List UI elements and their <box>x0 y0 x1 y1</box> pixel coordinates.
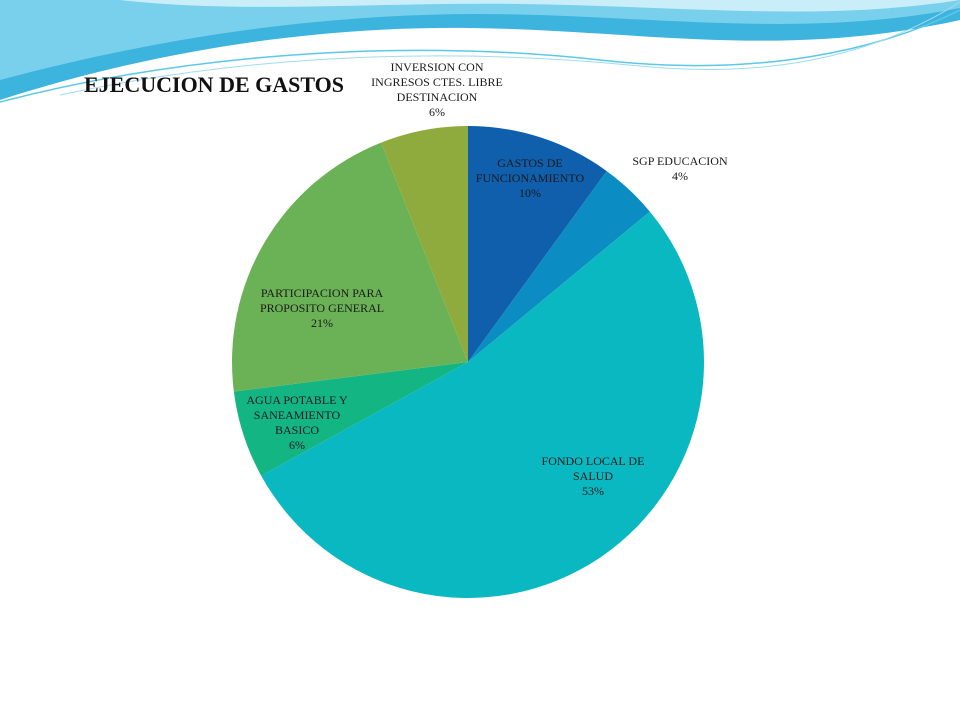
swoosh-line <box>0 9 960 103</box>
pie-slice <box>468 126 607 362</box>
slice-label-name: FONDO LOCAL DE SALUD <box>541 454 645 483</box>
pie-slice <box>261 211 705 598</box>
swoosh-band-mid <box>0 0 960 80</box>
slice-label-percent: 4% <box>672 169 688 183</box>
slice-label-name: INVERSION CON INGRESOS CTES. LIBRE DESTI… <box>371 60 503 104</box>
slice-label-name: PARTICIPACION PARA PROPOSITO GENERAL <box>259 286 385 315</box>
slice-label-name: SGP EDUCACION <box>632 154 728 168</box>
pie-slice <box>468 171 650 362</box>
header-swoosh-decoration <box>0 0 960 103</box>
slice-label-percent: 10% <box>519 186 541 200</box>
swoosh-line-2 <box>59 1 960 96</box>
pie-slice <box>233 362 468 476</box>
slice-label-percent: 21% <box>311 316 333 330</box>
pie-slice <box>381 126 468 362</box>
slice-label-name: GASTOS DE FUNCIONAMIENTO <box>475 156 585 185</box>
slice-label: FONDO LOCAL DE SALUD 53% <box>523 454 663 499</box>
swoosh-band-light <box>120 0 960 12</box>
slice-label: SGP EDUCACION 4% <box>620 154 740 184</box>
slice-label: PARTICIPACION PARA PROPOSITO GENERAL 21% <box>242 286 402 331</box>
slice-label: AGUA POTABLE Y SANEAMIENTO BASICO 6% <box>232 393 362 453</box>
slice-label-name: AGUA POTABLE Y SANEAMIENTO BASICO <box>246 393 348 437</box>
pie-slice <box>232 142 468 392</box>
slice-label-percent: 6% <box>429 105 445 119</box>
slice-label-percent: 6% <box>289 438 305 452</box>
chart-title: EJECUCION DE GASTOS <box>84 72 344 97</box>
slice-label-percent: 53% <box>582 484 604 498</box>
slice-label: INVERSION CON INGRESOS CTES. LIBRE DESTI… <box>362 60 512 120</box>
slice-label: GASTOS DE FUNCIONAMIENTO 10% <box>465 156 595 201</box>
